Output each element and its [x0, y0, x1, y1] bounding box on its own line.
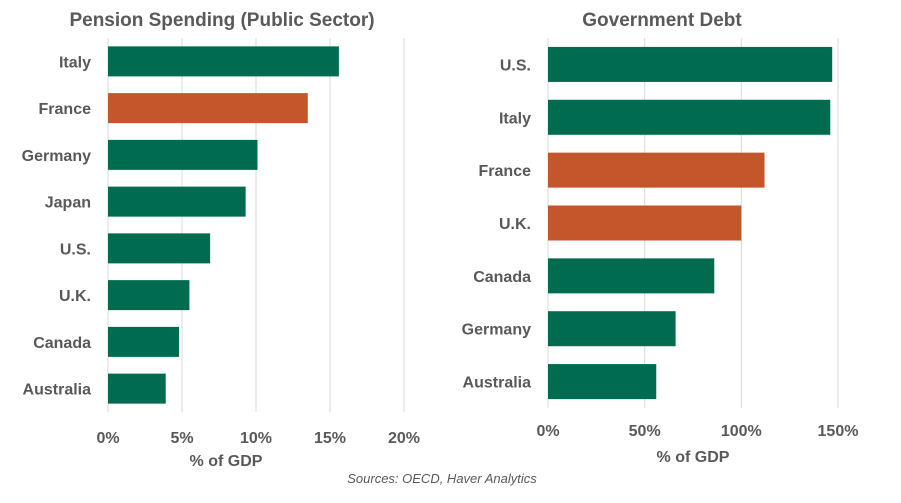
pension-tick-label: 15% — [314, 430, 346, 447]
debt-tick-label: 50% — [629, 423, 661, 440]
pension-tick-label: 10% — [240, 430, 272, 447]
source-note: Sources: OECD, Haver Analytics — [347, 471, 537, 486]
pension-bar — [108, 373, 166, 404]
pension-bar — [108, 139, 258, 170]
pension-bar — [108, 186, 246, 217]
debt-tick-label: 150% — [818, 423, 859, 440]
pension-category-label: Canada — [33, 335, 91, 352]
debt-category-label: U.K. — [499, 216, 531, 233]
pension-category-label: U.K. — [59, 288, 91, 305]
debt-category-label: Germany — [462, 322, 531, 339]
debt-bar — [548, 99, 831, 135]
debt-category-label: Canada — [473, 269, 531, 286]
debt-category-label: France — [479, 163, 532, 180]
debt-bar — [548, 46, 833, 82]
pension-chart-title: Pension Spending (Public Sector) — [69, 10, 374, 31]
debt-category-label: Australia — [463, 375, 532, 392]
debt-tick-label: 100% — [721, 423, 762, 440]
debt-category-label: U.S. — [500, 57, 531, 74]
debt-chart-title: Government Debt — [582, 10, 742, 31]
pension-x-axis-label: % of GDP — [190, 453, 263, 470]
debt-category-label: Italy — [499, 110, 531, 127]
debt-tick-label: 0% — [536, 423, 559, 440]
pension-tick-label: 5% — [170, 430, 193, 447]
pension-bar — [108, 46, 339, 77]
pension-bar — [108, 326, 180, 357]
pension-category-label: France — [39, 101, 92, 118]
debt-x-axis-label: % of GDP — [657, 449, 730, 466]
pension-bar — [108, 280, 190, 311]
pension-category-label: Germany — [22, 148, 91, 165]
pension-category-label: Japan — [45, 195, 91, 212]
pension-category-label: Australia — [23, 382, 92, 399]
pension-tick-label: 20% — [388, 430, 420, 447]
pension-category-label: U.S. — [60, 241, 91, 258]
debt-bar — [548, 205, 742, 241]
pension-bar — [108, 93, 308, 124]
debt-bar — [548, 258, 715, 294]
debt-bar — [548, 364, 657, 400]
debt-bar — [548, 311, 676, 347]
debt-bar — [548, 152, 765, 188]
pension-tick-label: 0% — [96, 430, 119, 447]
pension-bar — [108, 233, 211, 264]
pension-category-label: Italy — [59, 54, 91, 71]
